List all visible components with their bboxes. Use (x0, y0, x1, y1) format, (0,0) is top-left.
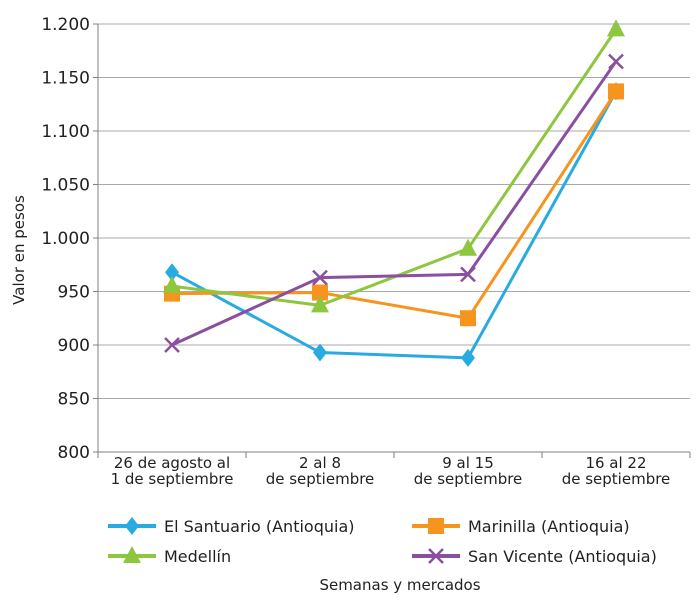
series-line (171, 90, 618, 320)
tick-labels: 800 850 900 950 1.000 1.050 1.100 1.150 1.200 (41, 15, 90, 463)
x-axis-title: Semanas y mercados (319, 576, 480, 594)
data-point (428, 518, 444, 534)
y-tick-label: 950 (58, 283, 90, 303)
data-point (125, 517, 139, 535)
data-point (460, 310, 476, 327)
data-point (165, 263, 179, 282)
data-point (608, 83, 624, 100)
data-point (312, 284, 328, 301)
y-tick-label: 1.050 (41, 176, 90, 196)
series-line (171, 60, 618, 347)
x-tick-label: 16 al 22 (585, 454, 646, 472)
y-tick-label: 1.200 (41, 15, 90, 35)
data-point (312, 269, 328, 286)
data-point (163, 276, 181, 294)
y-tick-label: 900 (58, 336, 90, 356)
axes (93, 23, 691, 458)
legend-label: San Vicente (Antioquia) (468, 547, 657, 566)
y-tick-label: 1.100 (41, 122, 90, 142)
legend-label: Medellín (164, 547, 231, 566)
y-tick-label: 1.000 (41, 229, 90, 249)
y-tick-label: 1.150 (41, 69, 90, 89)
x-tick-label: 9 al 15 (442, 454, 494, 472)
series-line (171, 28, 618, 307)
data-point (123, 546, 141, 563)
data-point (313, 343, 327, 362)
data-point (607, 19, 625, 37)
data-point (461, 348, 475, 367)
x-tick-label: de septiembre (414, 470, 523, 488)
x-tick-label: de septiembre (266, 470, 375, 488)
data-point-stroke (608, 53, 624, 70)
x-tick-label: de septiembre (562, 470, 671, 488)
data-point (428, 548, 444, 564)
data-point-stroke (460, 266, 476, 283)
data-point-stroke (428, 548, 444, 564)
legend: El Santuario (Antioquia) Marinilla (Antio… (108, 517, 657, 566)
gridlines (98, 23, 690, 399)
y-tick-label: 800 (58, 443, 90, 463)
data-point (459, 238, 477, 256)
legend-label: El Santuario (Antioquia) (164, 517, 354, 536)
legend-label: Marinilla (Antioquia) (468, 517, 630, 536)
x-tick-label: 2 al 8 (299, 454, 341, 472)
data-point (311, 295, 329, 313)
data-point-stroke (164, 337, 180, 353)
data-point (164, 337, 180, 353)
x-tick-label: 26 de agosto al (114, 454, 230, 472)
series-layer (163, 19, 625, 367)
y-tick-label: 850 (58, 390, 90, 410)
data-point-stroke (312, 269, 328, 286)
data-point (460, 266, 476, 283)
data-point (608, 53, 624, 70)
x-tick-label: 1 de septiembre (111, 470, 234, 488)
y-axis-title: Valor en pesos (10, 195, 28, 305)
